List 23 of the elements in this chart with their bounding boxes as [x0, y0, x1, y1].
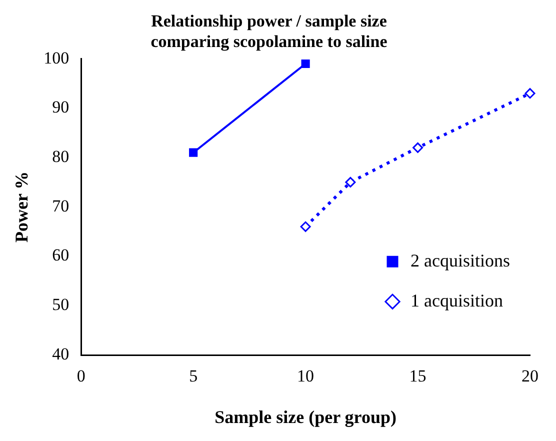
point [524, 88, 536, 99]
legend-label: 1 acquisition [410, 290, 504, 310]
y-tick-label: 80 [52, 147, 70, 166]
point [300, 221, 311, 232]
y-tick-label: 40 [52, 344, 70, 364]
y-tick-label: 50 [52, 295, 70, 314]
point [345, 176, 356, 188]
x-tick-label: 5 [189, 366, 198, 386]
x-axis-title: Sample size (per group) [214, 406, 396, 427]
y-tick-label: 90 [52, 98, 70, 117]
x-tick-label: 0 [76, 366, 86, 386]
legend-label: 2 acquisitions [410, 250, 510, 270]
y-axis-title: Power % [11, 171, 32, 242]
x-tick-label: 15 [409, 366, 426, 386]
y-tick-label: 100 [44, 48, 70, 68]
y-tick-label: 70 [52, 196, 70, 216]
x-tick-label: 20 [522, 366, 538, 386]
point [301, 59, 310, 68]
point [412, 142, 424, 153]
y-tick-label: 60 [52, 246, 70, 265]
x-tick-label: 10 [297, 366, 314, 386]
point [189, 148, 198, 157]
chart-title: Relationship power / sample size comparing scopolamine to saline [150, 12, 388, 51]
